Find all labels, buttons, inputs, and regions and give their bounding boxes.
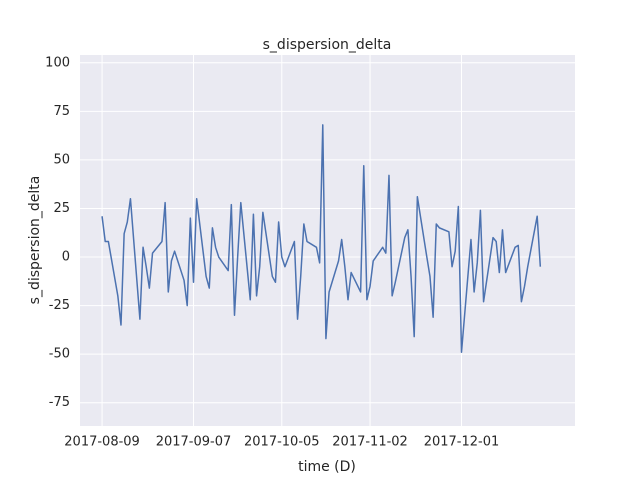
x-tick-label: 2017-10-05 [244,435,320,450]
plot-area [80,55,575,426]
y-axis-label: s_dispersion_delta [27,176,43,305]
y-tick-label: 50 [53,152,70,167]
x-tick-label: 2017-11-02 [332,435,408,450]
chart-title: s_dispersion_delta [263,37,392,53]
y-tick-label: 0 [62,250,70,265]
y-tick-label: -25 [49,298,70,313]
y-tick-label: 100 [45,55,70,70]
x-tick-label: 2017-09-07 [156,435,232,450]
y-tick-label: 75 [53,104,70,119]
y-tick-label: 25 [53,201,70,216]
y-tick-label: -50 [49,347,70,362]
x-axis-label: time (D) [298,459,356,475]
x-tick-label: 2017-12-01 [424,435,500,450]
y-tick-label: -75 [49,395,70,410]
x-tick-label: 2017-08-09 [64,435,140,450]
data-line [101,124,542,353]
